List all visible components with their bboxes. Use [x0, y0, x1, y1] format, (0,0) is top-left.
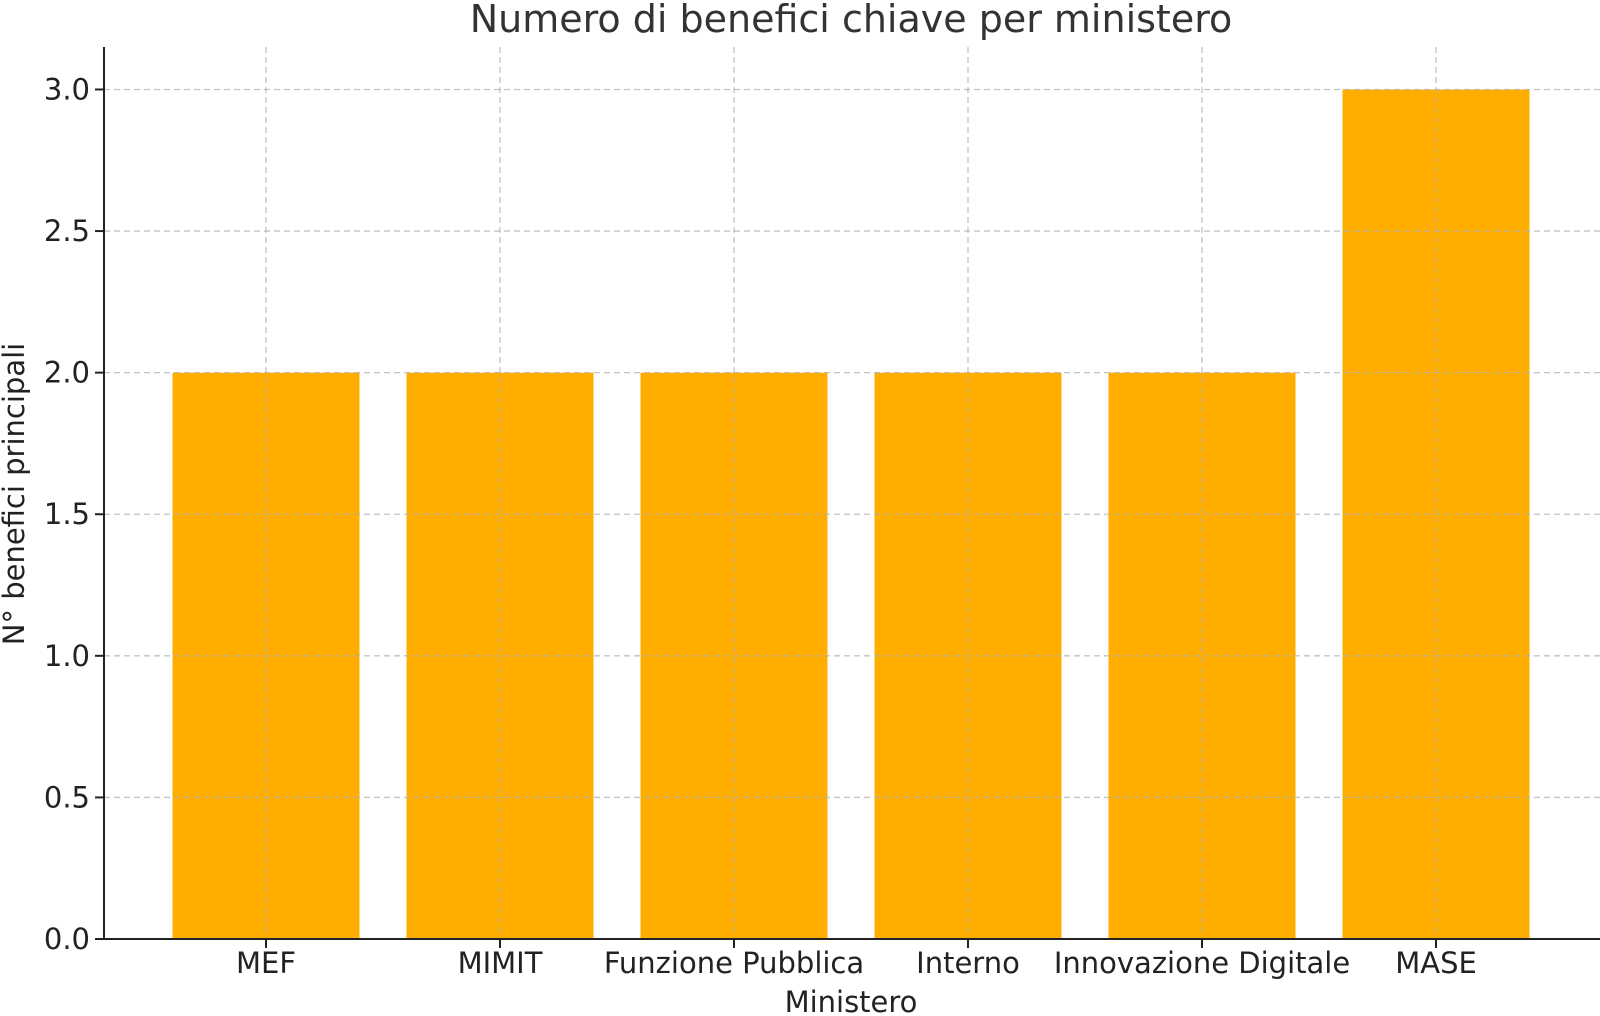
y-tick-label: 2.0 — [44, 356, 90, 390]
y-ticks: 0.0 0.5 1.0 1.5 2.0 2.5 3.0 — [44, 72, 104, 956]
x-tick-label: Interno — [916, 946, 1020, 980]
y-tick-label: 0.5 — [44, 780, 90, 814]
x-tick-label: MEF — [236, 946, 296, 980]
x-axis-label: Ministero — [785, 985, 918, 1016]
y-tick-label: 1.5 — [44, 497, 90, 531]
x-ticks: MEF MIMIT Funzione Pubblica Interno Innovazi… — [236, 939, 1477, 980]
y-tick-label: 2.5 — [44, 214, 90, 248]
x-tick-label: Funzione Pubblica — [604, 946, 864, 980]
grid — [104, 47, 1600, 939]
y-tick-label: 1.0 — [44, 639, 90, 673]
y-tick-label: 3.0 — [44, 72, 90, 106]
axes — [103, 47, 1600, 940]
y-tick-label: 0.0 — [44, 922, 90, 956]
x-tick-label: Innovazione Digitale — [1054, 946, 1350, 980]
y-axis-label: N° benefici principali — [0, 343, 31, 645]
x-tick-label: MASE — [1395, 946, 1477, 980]
chart-title: Numero di benefici chiave per ministero — [470, 0, 1233, 41]
x-tick-label: MIMIT — [458, 946, 543, 980]
